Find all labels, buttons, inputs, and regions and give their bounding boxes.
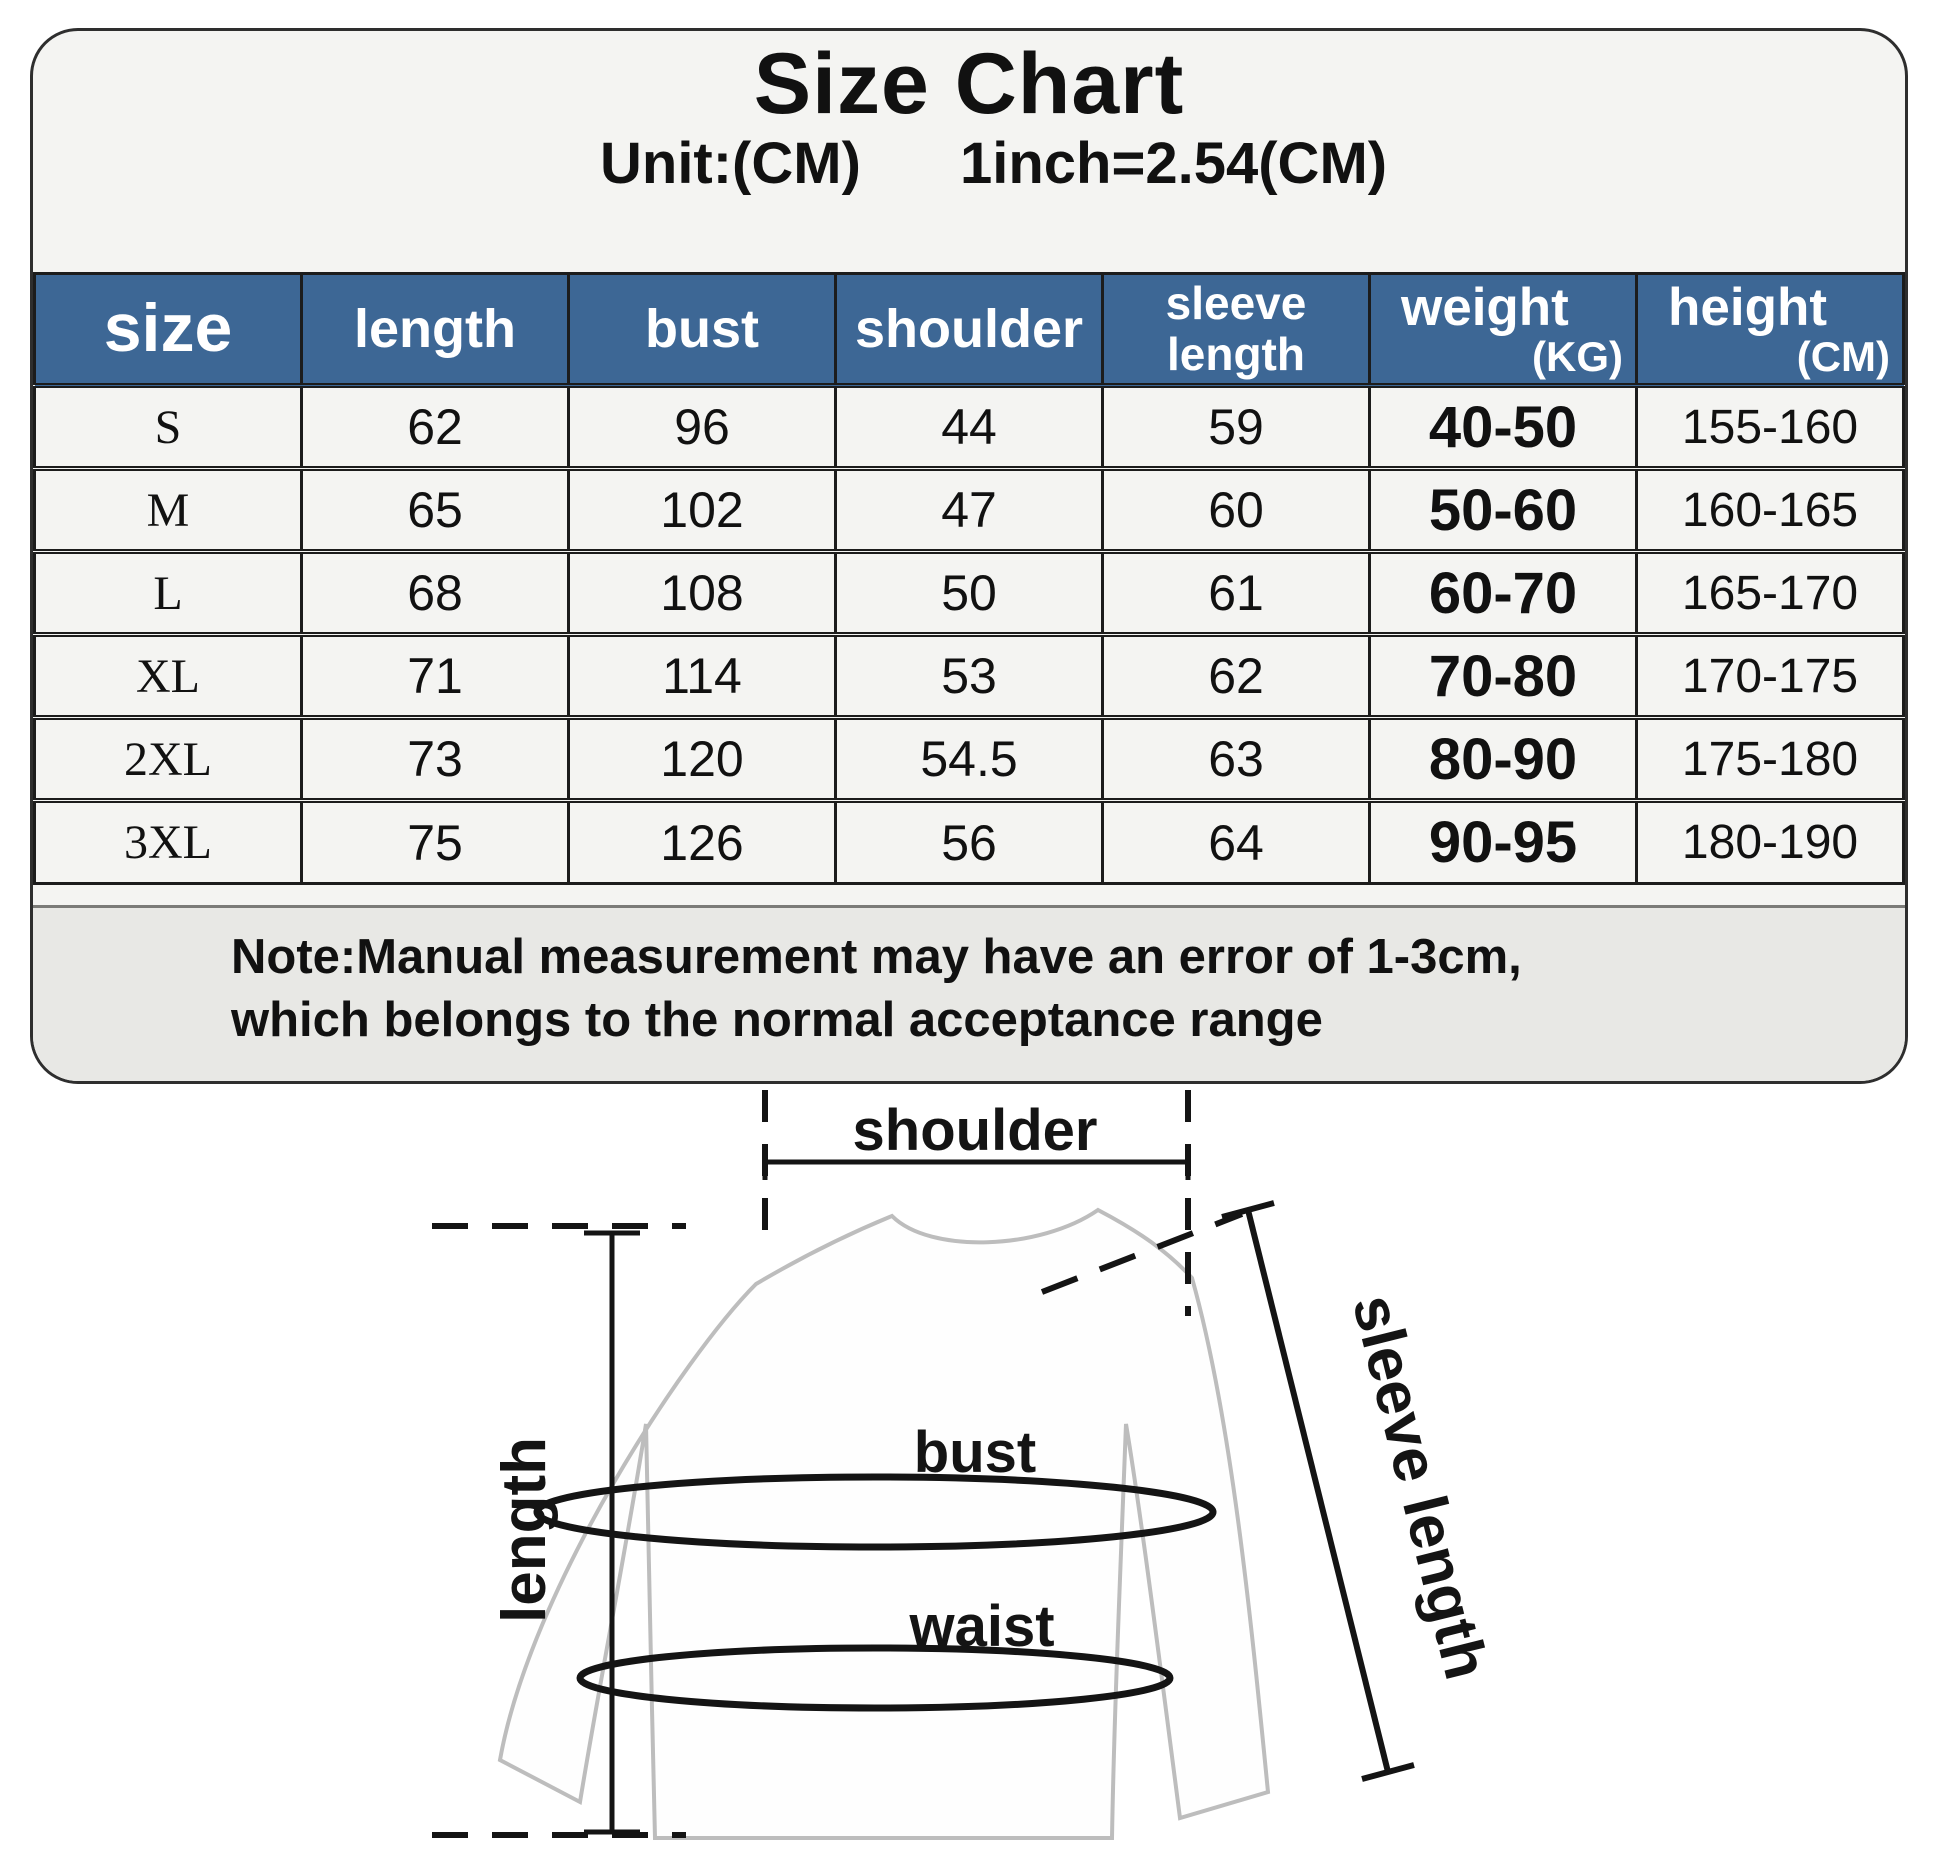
measurement-diagram: shoulder length bust waist sleeve length: [432, 1090, 1501, 1840]
size-row-S: S 62 96 44 59 40-50 155-160: [33, 383, 1905, 470]
cell-shoulder-3XL: 56: [834, 798, 1104, 885]
size-row-L: L 68 108 50 61 60-70 165-170: [33, 549, 1905, 636]
cell-shoulder-L: 50: [834, 549, 1104, 636]
cell-length-S: 62: [300, 383, 570, 470]
cell-sleeve-length-XL: 62: [1101, 632, 1371, 719]
cell-weight-M: 50-60: [1368, 466, 1638, 553]
cell-bust-XL: 114: [567, 632, 837, 719]
column-header-bust: bust: [567, 272, 837, 388]
cell-shoulder-S: 44: [834, 383, 1104, 470]
size-row-M: M 65 102 47 60 50-60 160-165: [33, 466, 1905, 553]
cell-size-S: S: [33, 383, 303, 470]
cell-height-S: 155-160: [1635, 383, 1905, 470]
column-header-length: length: [300, 272, 570, 388]
cell-sleeve-length-L: 61: [1101, 549, 1371, 636]
cell-bust-3XL: 126: [567, 798, 837, 885]
column-header-height: height (CM): [1635, 272, 1905, 388]
cell-length-L: 68: [300, 549, 570, 636]
cell-length-2XL: 73: [300, 715, 570, 802]
sleeve-extension-dash: [1040, 1211, 1244, 1295]
size-table-header-row: size length bust shoulder sleeve length weight…: [33, 272, 1905, 388]
note-line-1: Note:Manual measurement may have an erro…: [231, 930, 1522, 984]
cell-sleeve-length-3XL: 64: [1101, 798, 1371, 885]
size-row-3XL: 3XL 75 126 56 64 90-95 180-190: [33, 798, 1905, 885]
cell-length-XL: 71: [300, 632, 570, 719]
column-header-sleeve-length: sleeve length: [1101, 272, 1371, 388]
cell-height-3XL: 180-190: [1635, 798, 1905, 885]
cell-shoulder-XL: 53: [834, 632, 1104, 719]
sleeve-length-label: sleeve length: [1339, 1288, 1501, 1686]
measurement-note: Note:Manual measurement may have an erro…: [33, 905, 1905, 1081]
cell-height-2XL: 175-180: [1635, 715, 1905, 802]
cell-size-3XL: 3XL: [33, 798, 303, 885]
note-line-2: which belongs to the normal acceptance r…: [231, 993, 1323, 1047]
cell-sleeve-length-S: 59: [1101, 383, 1371, 470]
cell-length-3XL: 75: [300, 798, 570, 885]
waist-label: waist: [908, 1594, 1054, 1659]
sleeve-measure-line: [1245, 1209, 1391, 1773]
size-row-XL: XL 71 114 53 62 70-80 170-175: [33, 632, 1905, 719]
waist-ellipse: [576, 1644, 1174, 1712]
cell-size-L: L: [33, 549, 303, 636]
cell-weight-3XL: 90-95: [1368, 798, 1638, 885]
length-label: length: [490, 1437, 559, 1623]
size-table-body: S 62 96 44 59 40-50 155-160 M 65 102 47 60 50-60 160-…: [33, 383, 1905, 885]
cell-weight-S: 40-50: [1368, 383, 1638, 470]
size-row-2XL: 2XL 73 120 54.5 63 80-90 175-180: [33, 715, 1905, 802]
column-header-shoulder: shoulder: [834, 272, 1104, 388]
sleeve-measure-tick-bottom: [1361, 1762, 1415, 1782]
inch-conversion-label: 1inch=2.54(CM): [960, 131, 1388, 196]
cell-size-XL: XL: [33, 632, 303, 719]
size-chart-panel: Size Chart Unit:(CM) 1inch=2.54(CM) size…: [30, 28, 1908, 1084]
cell-bust-L: 108: [567, 549, 837, 636]
page-title: Size Chart: [753, 36, 1185, 132]
cell-length-M: 65: [300, 466, 570, 553]
cell-height-XL: 170-175: [1635, 632, 1905, 719]
bust-label: bust: [914, 1420, 1036, 1485]
cell-bust-S: 96: [567, 383, 837, 470]
cell-height-L: 165-170: [1635, 549, 1905, 636]
cell-sleeve-length-M: 60: [1101, 466, 1371, 553]
cell-weight-XL: 70-80: [1368, 632, 1638, 719]
shoulder-label: shoulder: [853, 1098, 1098, 1163]
cell-height-M: 160-165: [1635, 466, 1905, 553]
sleeve-measure-tick-top: [1221, 1200, 1275, 1220]
cell-bust-M: 102: [567, 466, 837, 553]
cell-weight-L: 60-70: [1368, 549, 1638, 636]
column-header-weight: weight (KG): [1368, 272, 1638, 388]
cell-size-M: M: [33, 466, 303, 553]
shirt-outline: [497, 1207, 1271, 1840]
size-table: size length bust shoulder sleeve length weight…: [33, 272, 1905, 885]
cell-weight-2XL: 80-90: [1368, 715, 1638, 802]
cell-size-2XL: 2XL: [33, 715, 303, 802]
column-header-size: size: [33, 272, 303, 388]
cell-shoulder-2XL: 54.5: [834, 715, 1104, 802]
cell-sleeve-length-2XL: 63: [1101, 715, 1371, 802]
cell-bust-2XL: 120: [567, 715, 837, 802]
bust-ellipse: [533, 1473, 1217, 1551]
unit-label: Unit:(CM): [600, 131, 861, 196]
cell-shoulder-M: 47: [834, 466, 1104, 553]
